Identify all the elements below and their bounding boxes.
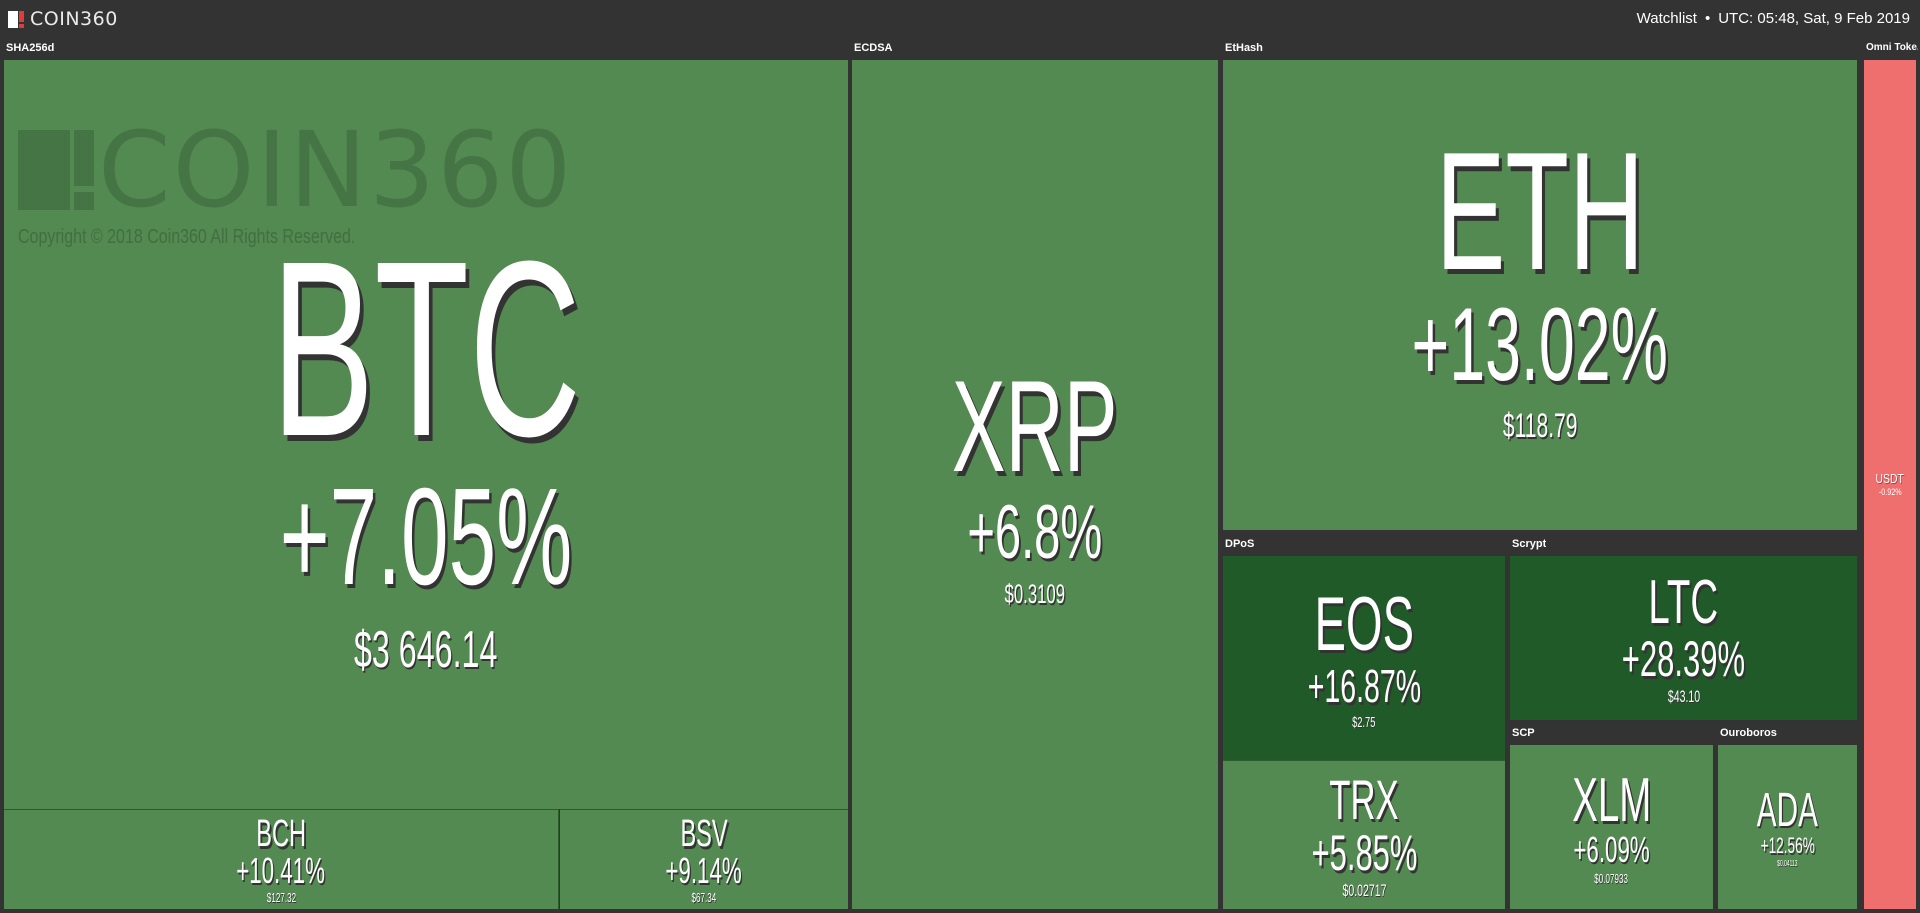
tile-ada-symbol: ADA: [1756, 783, 1819, 837]
tile-btc-change: +7.05%: [279, 459, 573, 614]
tile-xlm[interactable]: XLM +6.09% $0.07933: [1510, 745, 1713, 909]
tile-ada-change: +12.56%: [1760, 832, 1815, 858]
top-bar: COIN360 Watchlist • UTC: 05:48, Sat, 9 F…: [0, 0, 1920, 38]
utc-time: UTC: 05:48, Sat, 9 Feb 2019: [1718, 10, 1910, 27]
tile-bsv[interactable]: BSV +9.14% $67.34: [560, 809, 848, 909]
tile-btc-price: $3 646.14: [354, 620, 498, 679]
tile-bsv-change: +9.14%: [665, 850, 743, 891]
sector-label-ethash[interactable]: EtHash: [1225, 42, 1263, 54]
tile-ltc-change: +28.39%: [1621, 630, 1746, 687]
sector-label-scp[interactable]: SCP: [1512, 727, 1535, 739]
tile-usdt[interactable]: USDT -0.92%: [1864, 60, 1916, 909]
tile-bsv-price: $67.34: [691, 890, 717, 905]
tile-btc[interactable]: COIN360 Copyright © 2018 Coin360 All Rig…: [4, 60, 848, 809]
sector-label-scrypt[interactable]: Scrypt: [1512, 538, 1547, 550]
tile-trx[interactable]: TRX +5.85% $0.02717: [1223, 760, 1505, 909]
tile-trx-price: $0.02717: [1342, 880, 1386, 900]
sector-label-ecdsa[interactable]: ECDSA: [854, 42, 893, 54]
tile-xrp-symbol: XRP: [952, 353, 1118, 499]
tile-eth[interactable]: ETH +13.02% $118.79: [1223, 60, 1857, 530]
tile-xrp[interactable]: XRP +6.8% $0.3109: [852, 60, 1218, 909]
tile-eth-symbol: ETH: [1435, 117, 1645, 305]
tile-ltc[interactable]: LTC +28.39% $43.10: [1510, 556, 1857, 720]
tile-xrp-price: $0.3109: [1004, 579, 1066, 609]
tile-trx-change: +5.85%: [1310, 824, 1417, 881]
tile-ltc-price: $43.10: [1667, 686, 1700, 706]
tile-eos-change: +16.87%: [1307, 659, 1421, 712]
tile-eos-symbol: EOS: [1314, 581, 1414, 667]
separator-dot: •: [1704, 10, 1711, 27]
tile-eth-change: +13.02%: [1411, 287, 1669, 403]
tile-bch-change: +10.41%: [236, 850, 326, 891]
tile-bch-price: $127.32: [266, 890, 296, 905]
tile-bch[interactable]: BCH +10.41% $127.32: [4, 809, 559, 909]
logo-text: COIN360: [30, 8, 118, 30]
tile-xlm-price: $0.07933: [1594, 870, 1629, 886]
tile-eth-price: $118.79: [1502, 407, 1578, 445]
tile-btc-symbol: BTC: [271, 208, 581, 488]
tile-xlm-change: +6.09%: [1573, 828, 1650, 870]
tile-xrp-change: +6.8%: [967, 490, 1103, 575]
watermark-logo-text: COIN360: [98, 109, 574, 231]
tile-bsv-symbol: BSV: [680, 813, 728, 855]
tile-ltc-symbol: LTC: [1648, 567, 1719, 637]
sector-label-ouroboros[interactable]: Ouroboros: [1720, 727, 1777, 739]
coin360-logo-icon: [8, 10, 24, 28]
tile-trx-symbol: TRX: [1329, 767, 1399, 831]
sector-label-dpos[interactable]: DPoS: [1225, 538, 1255, 550]
header-right: Watchlist • UTC: 05:48, Sat, 9 Feb 2019: [1637, 10, 1910, 27]
sector-label-omni[interactable]: Omni Toke...: [1866, 42, 1918, 53]
sector-label-sha256d[interactable]: SHA256d: [6, 42, 55, 54]
tile-usdt-symbol: USDT: [1875, 471, 1905, 486]
tile-eos-price: $2.75: [1352, 713, 1376, 731]
tile-ada[interactable]: ADA +12.56% $0.04113: [1718, 745, 1857, 909]
tile-usdt-change: -0.92%: [1878, 487, 1902, 497]
coin360-logo[interactable]: COIN360: [8, 8, 118, 30]
tile-eos[interactable]: EOS +16.87% $2.75: [1223, 556, 1505, 760]
tile-xlm-symbol: XLM: [1571, 765, 1652, 835]
tile-ada-price: $0.04113: [1777, 858, 1798, 868]
tile-bch-symbol: BCH: [256, 813, 306, 855]
watchlist-link[interactable]: Watchlist: [1636, 10, 1697, 27]
